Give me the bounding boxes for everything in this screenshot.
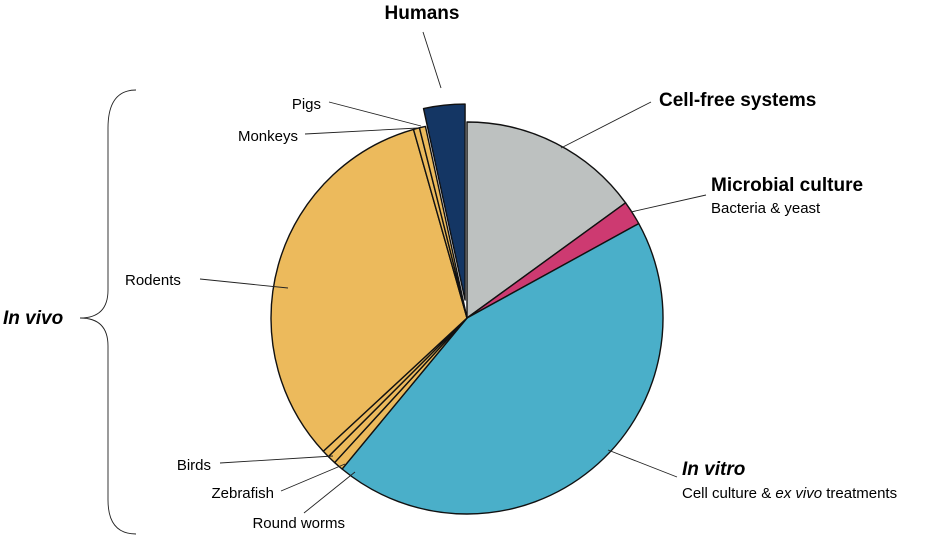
label-zebrafish: Zebrafish: [211, 485, 274, 502]
label-in-vivo: In vivo: [3, 308, 63, 329]
sublabel-in-vitro-part-3: treatments: [822, 485, 897, 502]
label-birds: Birds: [177, 457, 211, 474]
in-vivo-brace: [79, 89, 137, 535]
label-microbial-culture: Microbial culture: [711, 175, 863, 196]
label-rodents: Rodents: [125, 272, 181, 289]
sublabel-microbial-culture: Bacteria & yeast: [711, 200, 821, 217]
slice-cell-free-systems: [466, 121, 627, 319]
sublabel-in-vitro-part-1: Cell culture &: [682, 485, 775, 502]
pie-slices: [270, 103, 664, 515]
label-monkeys: Monkeys: [238, 128, 298, 145]
label-in-vitro: In vitro: [682, 459, 745, 480]
label-cell-free-systems: Cell-free systems: [659, 90, 816, 111]
slice-in-vitro: [341, 222, 664, 515]
slice-humans: [422, 103, 466, 301]
slice-pigs: [418, 125, 468, 319]
sublabel-in-vitro-part-2: ex vivo: [775, 485, 822, 502]
leader-lines: [199, 31, 707, 514]
label-round-worms: Round worms: [252, 515, 345, 532]
label-humans: Humans: [385, 3, 460, 24]
label-pigs: Pigs: [292, 96, 321, 113]
slice-rodents: [270, 128, 468, 452]
sublabel-in-vitro: Cell culture & ex vivo treatments: [682, 485, 897, 502]
